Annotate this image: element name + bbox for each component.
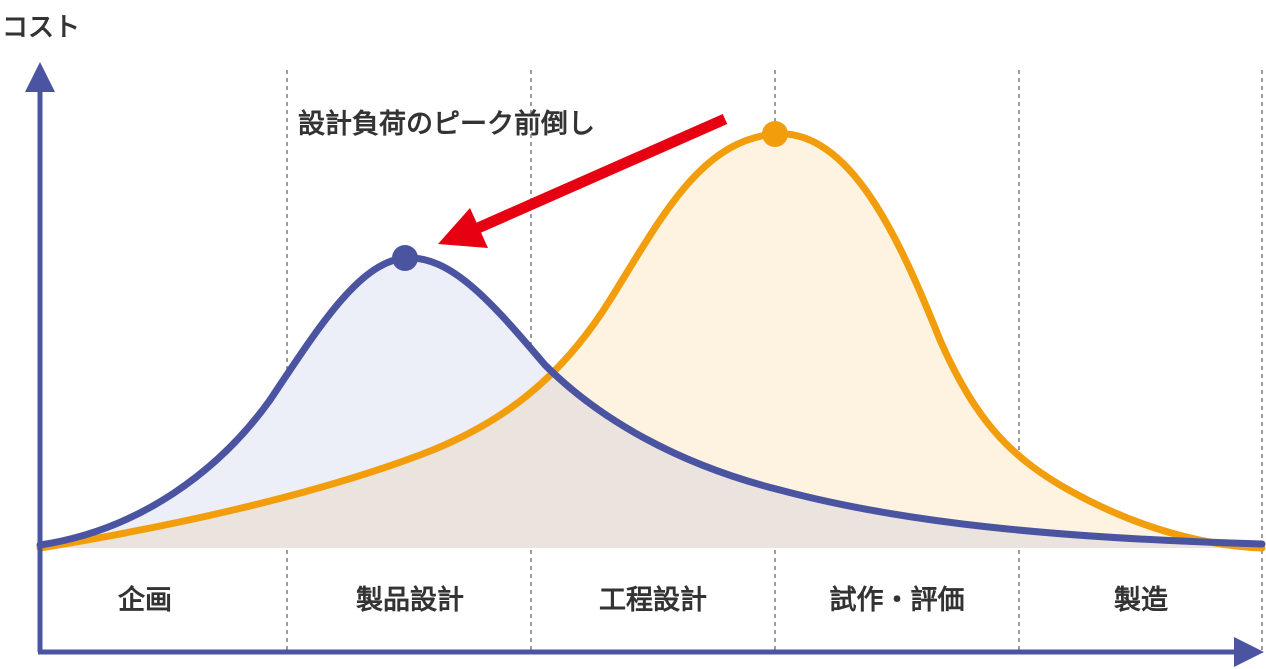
phase-label-5: 製造 xyxy=(1114,585,1168,616)
phase-label-2: 製品設計 xyxy=(356,584,464,616)
phase-labels: 企画 製品設計 工程設計 試作・評価 製造 xyxy=(118,584,1168,616)
phase-label-1: 企画 xyxy=(118,584,172,616)
phase-label-3: 工程設計 xyxy=(599,584,707,616)
blue-peak-marker xyxy=(392,245,418,271)
annotation-label: 設計負荷のピーク前倒し xyxy=(298,108,595,140)
x-axis-arrowhead xyxy=(1234,637,1264,667)
axes xyxy=(25,62,1264,667)
phase-label-4: 試作・評価 xyxy=(830,584,965,616)
blue-curve xyxy=(36,254,1266,549)
blue-area xyxy=(40,257,1262,548)
shift-arrow xyxy=(438,113,728,248)
orange-curve xyxy=(36,130,1266,552)
orange-area xyxy=(40,133,1262,549)
y-axis-label: コスト xyxy=(2,13,80,43)
orange-peak-marker xyxy=(762,121,788,147)
y-axis-arrowhead xyxy=(25,62,55,92)
